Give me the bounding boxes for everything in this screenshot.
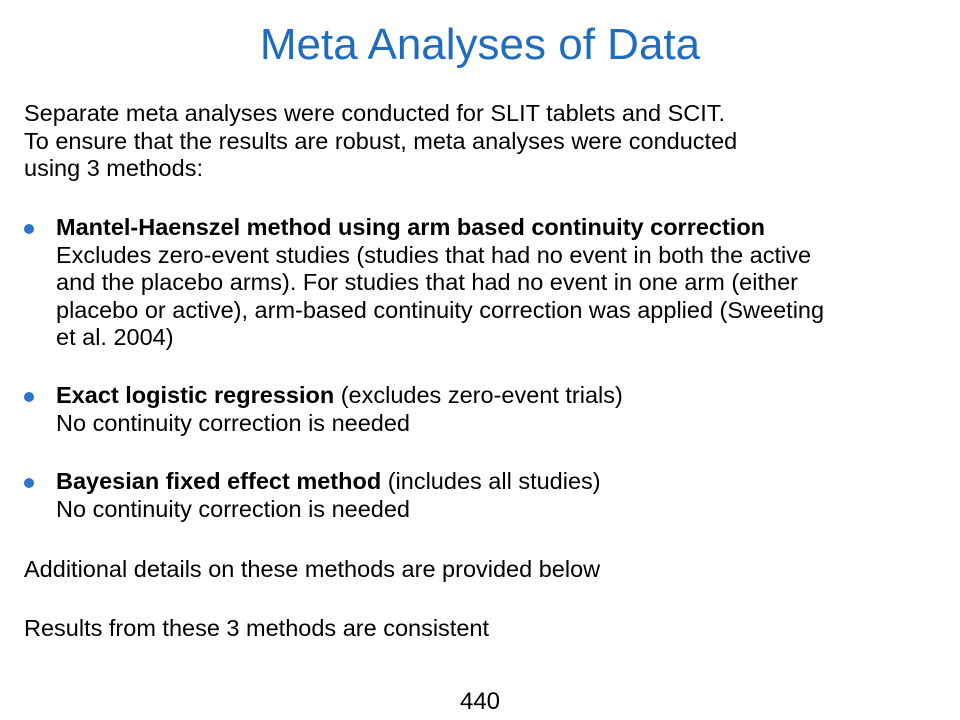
bullet-line: and the placebo arms). For studies that …	[56, 269, 798, 295]
bullet-line: No continuity correction is needed	[56, 495, 411, 522]
conclusion-text: Results from these 3 methods are consist…	[24, 615, 489, 641]
intro-line: To ensure that the results are robust, m…	[24, 127, 738, 154]
bullet-heading: Exact logistic regression	[56, 382, 335, 408]
bullet-dot-icon	[24, 392, 34, 402]
bullet-bayesian-fixed-effect: Bayesian fixed effect method (includes a…	[24, 468, 934, 523]
intro-paragraph: Separate meta analyses were conducted fo…	[24, 100, 737, 183]
bullet-line: et al. 2004)	[56, 324, 174, 350]
bullet-line: Excludes zero-event studies (studies tha…	[56, 241, 812, 268]
bullet-line: No continuity correction is needed	[56, 409, 411, 436]
bullet-mantel-haenszel: Mantel-Haenszel method using arm based c…	[24, 214, 934, 352]
bullet-heading: Bayesian fixed effect method	[56, 468, 382, 494]
slide-title: Meta Analyses of Data	[259, 20, 701, 69]
bullet-exact-logistic-regression: Exact logistic regression (excludes zero…	[24, 382, 934, 437]
bullet-heading-suffix: (includes all studies)	[381, 468, 601, 494]
intro-line: using 3 methods:	[24, 155, 203, 181]
page-number: 440	[459, 688, 501, 715]
bullet-heading: Mantel-Haenszel method using arm based c…	[56, 214, 766, 240]
bullet-line: placebo or active), arm-based continuity…	[56, 296, 825, 323]
bullet-dot-icon	[24, 478, 34, 488]
bullet-heading-suffix: (excludes zero-event trials)	[334, 382, 623, 408]
additional-details-text: Additional details on these methods are …	[24, 556, 601, 582]
intro-line: Separate meta analyses were conducted fo…	[24, 100, 726, 126]
bullet-dot-icon	[24, 224, 34, 234]
